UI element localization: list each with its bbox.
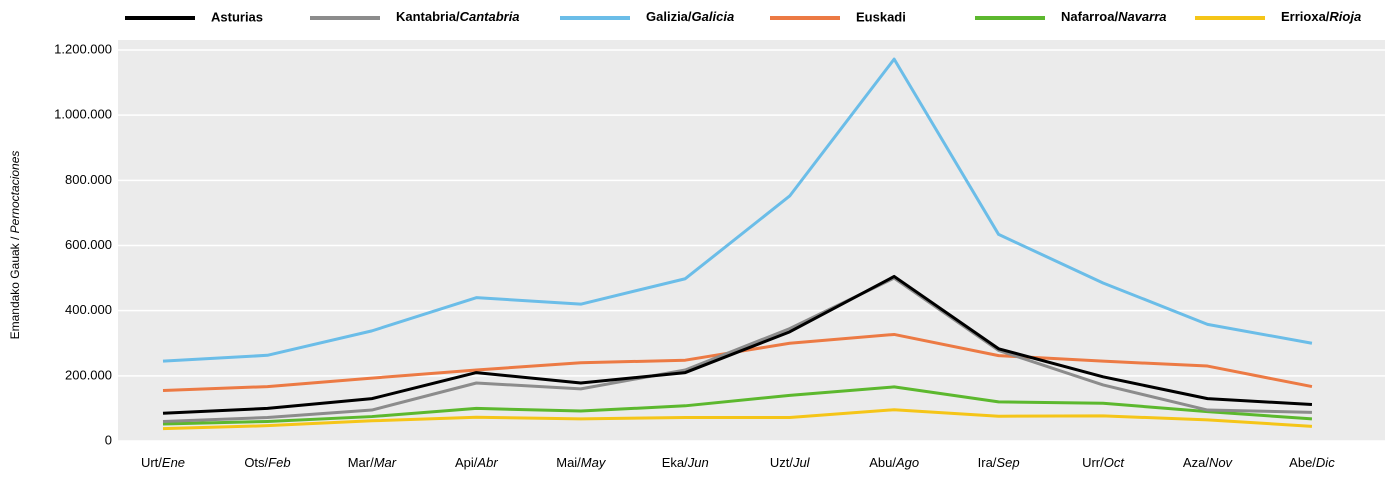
series-line [162,408,1313,431]
x-tick-label: Abe/Dic [1289,455,1335,470]
y-tick-label: 800.000 [65,172,112,187]
y-tick-label: 400.000 [65,302,112,317]
x-tick-label: Aza/Nov [1183,455,1234,470]
y-tick-label: 200.000 [65,367,112,382]
legend-label: Kantabria/Cantabria [396,9,520,24]
x-tick-label: Uzt/Jul [770,455,811,470]
x-tick-label: Api/Abr [455,455,498,470]
x-tick-label: Abu/Ago [869,455,919,470]
series-line [162,57,1313,363]
series-line [162,385,1313,426]
x-tick-label: Mai/May [556,455,607,470]
x-tick-label: Eka/Jun [662,455,709,470]
legend: Asturias Kantabria/Cantabria Galizia/Galic… [125,9,1361,24]
legend-label: Errioxa/Rioja [1281,9,1361,24]
legend-label: Asturias [211,9,263,24]
y-tick-label: 1.000.000 [54,107,112,122]
y-axis-title: Emandako Gauak / Pernoctaciones [8,151,22,340]
y-tick-label: 1.200.000 [54,41,112,56]
series-line [162,276,1312,423]
series-line [162,274,1313,415]
legend-label: Nafarroa/Navarra [1061,9,1167,24]
legend-label: Galizia/Galicia [646,9,734,24]
y-tick-label: 600.000 [65,237,112,252]
x-tick-label: Urr/Oct [1082,455,1125,470]
x-tick-label: Urt/Ene [141,455,185,470]
y-tick-label: 0 [105,432,112,447]
x-tick-label: Mar/Mar [348,455,397,470]
legend-label: Euskadi [856,9,906,24]
plot-background [118,40,1385,441]
x-tick-label: Ira/Sep [978,455,1020,470]
x-tick-label: Ots/Feb [244,455,290,470]
